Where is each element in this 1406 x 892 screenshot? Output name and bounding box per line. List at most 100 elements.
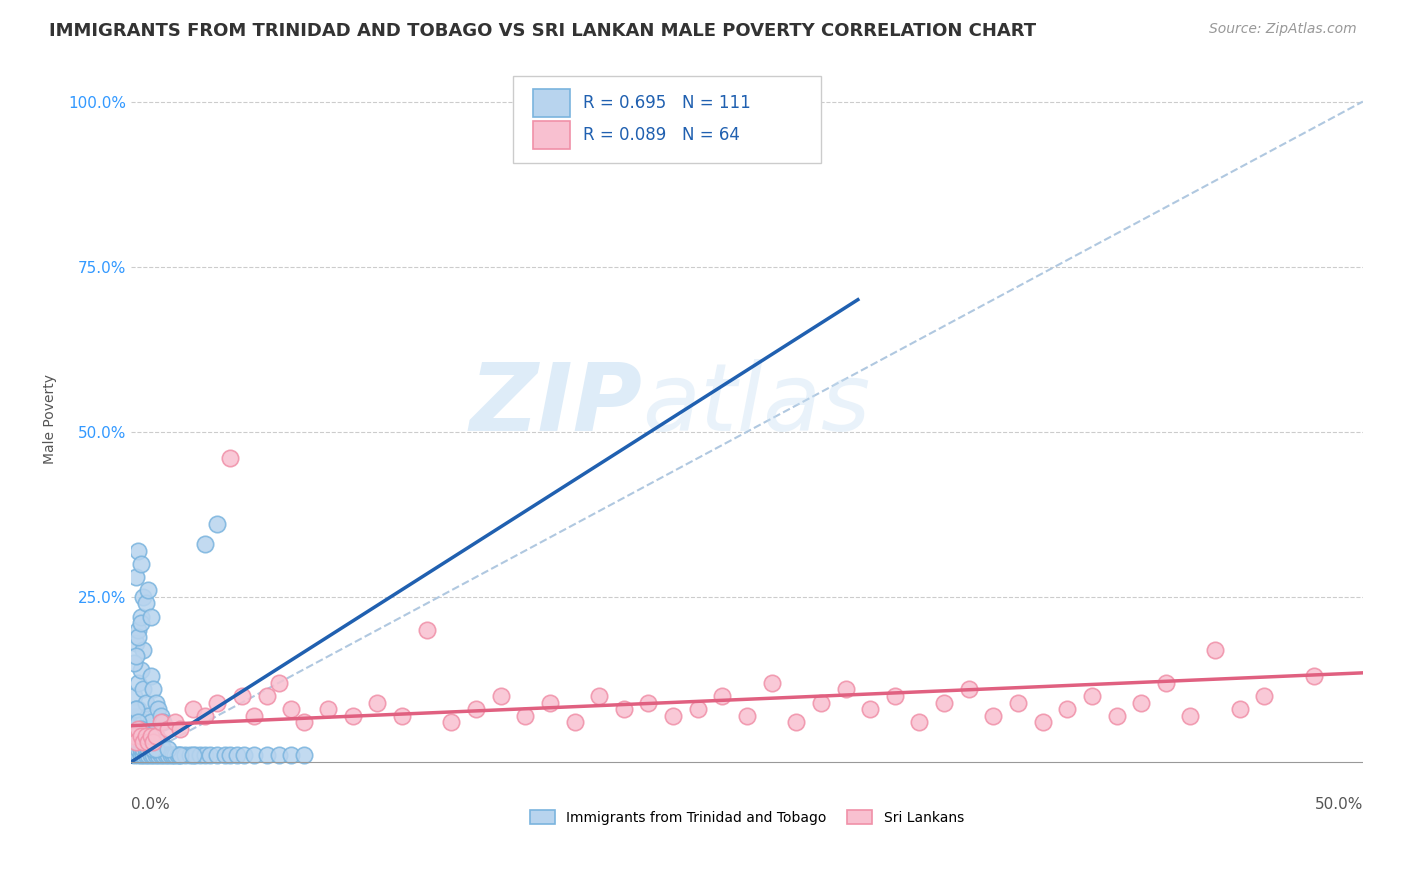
Point bbox=[489, 689, 512, 703]
Point bbox=[139, 735, 162, 749]
Point bbox=[138, 748, 160, 763]
Point bbox=[127, 729, 149, 743]
Point bbox=[139, 735, 162, 749]
Point bbox=[157, 722, 180, 736]
Point bbox=[125, 708, 148, 723]
Point bbox=[662, 708, 685, 723]
Point bbox=[280, 702, 302, 716]
Point bbox=[162, 748, 184, 763]
Text: IMMIGRANTS FROM TRINIDAD AND TOBAGO VS SRI LANKAN MALE POVERTY CORRELATION CHART: IMMIGRANTS FROM TRINIDAD AND TOBAGO VS S… bbox=[49, 22, 1036, 40]
Point bbox=[1204, 642, 1226, 657]
Point bbox=[132, 715, 155, 730]
Point bbox=[127, 630, 149, 644]
Point bbox=[181, 748, 204, 763]
Point bbox=[127, 715, 149, 730]
Point bbox=[810, 696, 832, 710]
Point bbox=[280, 748, 302, 763]
Point bbox=[366, 696, 388, 710]
Point bbox=[1007, 696, 1029, 710]
Point bbox=[135, 696, 157, 710]
Y-axis label: Male Poverty: Male Poverty bbox=[44, 374, 58, 464]
Point bbox=[588, 689, 610, 703]
Point bbox=[214, 748, 236, 763]
Point bbox=[174, 748, 197, 763]
Point bbox=[122, 729, 145, 743]
Point bbox=[139, 729, 162, 743]
Point bbox=[515, 708, 537, 723]
Point bbox=[194, 748, 217, 763]
Point bbox=[637, 696, 659, 710]
Point bbox=[1229, 702, 1251, 716]
Point bbox=[125, 735, 148, 749]
Point bbox=[127, 702, 149, 716]
Point bbox=[138, 708, 160, 723]
Point bbox=[142, 748, 165, 763]
Point bbox=[233, 748, 256, 763]
Point bbox=[139, 609, 162, 624]
Point bbox=[342, 708, 364, 723]
Point bbox=[1180, 708, 1202, 723]
Point bbox=[135, 735, 157, 749]
Point bbox=[145, 729, 167, 743]
Point bbox=[127, 623, 149, 637]
Point bbox=[538, 696, 561, 710]
Point bbox=[139, 715, 162, 730]
Point bbox=[122, 689, 145, 703]
Point bbox=[181, 702, 204, 716]
Point bbox=[139, 748, 162, 763]
Point bbox=[138, 741, 160, 756]
Point bbox=[267, 675, 290, 690]
Point bbox=[127, 543, 149, 558]
Point bbox=[129, 609, 152, 624]
Point bbox=[859, 702, 882, 716]
Point bbox=[179, 748, 201, 763]
Point bbox=[129, 741, 152, 756]
Point bbox=[159, 748, 181, 763]
FancyBboxPatch shape bbox=[533, 121, 569, 149]
Point bbox=[125, 741, 148, 756]
Point bbox=[564, 715, 586, 730]
Point bbox=[165, 715, 187, 730]
Legend: Immigrants from Trinidad and Tobago, Sri Lankans: Immigrants from Trinidad and Tobago, Sri… bbox=[530, 810, 965, 825]
Point bbox=[226, 748, 249, 763]
Point bbox=[149, 735, 172, 749]
Point bbox=[125, 702, 148, 716]
Point bbox=[194, 537, 217, 551]
Point bbox=[132, 590, 155, 604]
Point bbox=[1253, 689, 1275, 703]
Point bbox=[883, 689, 905, 703]
Point bbox=[125, 722, 148, 736]
Point bbox=[207, 748, 229, 763]
Point bbox=[145, 748, 167, 763]
Point bbox=[316, 702, 339, 716]
Point bbox=[122, 729, 145, 743]
Point bbox=[157, 741, 180, 756]
Point bbox=[169, 748, 191, 763]
Point bbox=[125, 649, 148, 664]
Text: atlas: atlas bbox=[643, 359, 870, 450]
Point bbox=[127, 735, 149, 749]
Point bbox=[138, 735, 160, 749]
Point bbox=[129, 557, 152, 571]
Point bbox=[149, 748, 172, 763]
Point bbox=[145, 696, 167, 710]
Point bbox=[132, 741, 155, 756]
Point bbox=[292, 715, 315, 730]
Point bbox=[256, 689, 278, 703]
Point bbox=[152, 715, 174, 730]
Point bbox=[243, 708, 266, 723]
Point bbox=[152, 748, 174, 763]
Point bbox=[1105, 708, 1128, 723]
Point bbox=[127, 722, 149, 736]
Point bbox=[129, 735, 152, 749]
Point bbox=[138, 583, 160, 598]
Text: 0.0%: 0.0% bbox=[131, 797, 170, 812]
Point bbox=[127, 741, 149, 756]
Point bbox=[145, 729, 167, 743]
Point bbox=[785, 715, 807, 730]
Point bbox=[465, 702, 488, 716]
Point bbox=[129, 708, 152, 723]
Point bbox=[132, 735, 155, 749]
Point bbox=[135, 729, 157, 743]
Point bbox=[138, 729, 160, 743]
